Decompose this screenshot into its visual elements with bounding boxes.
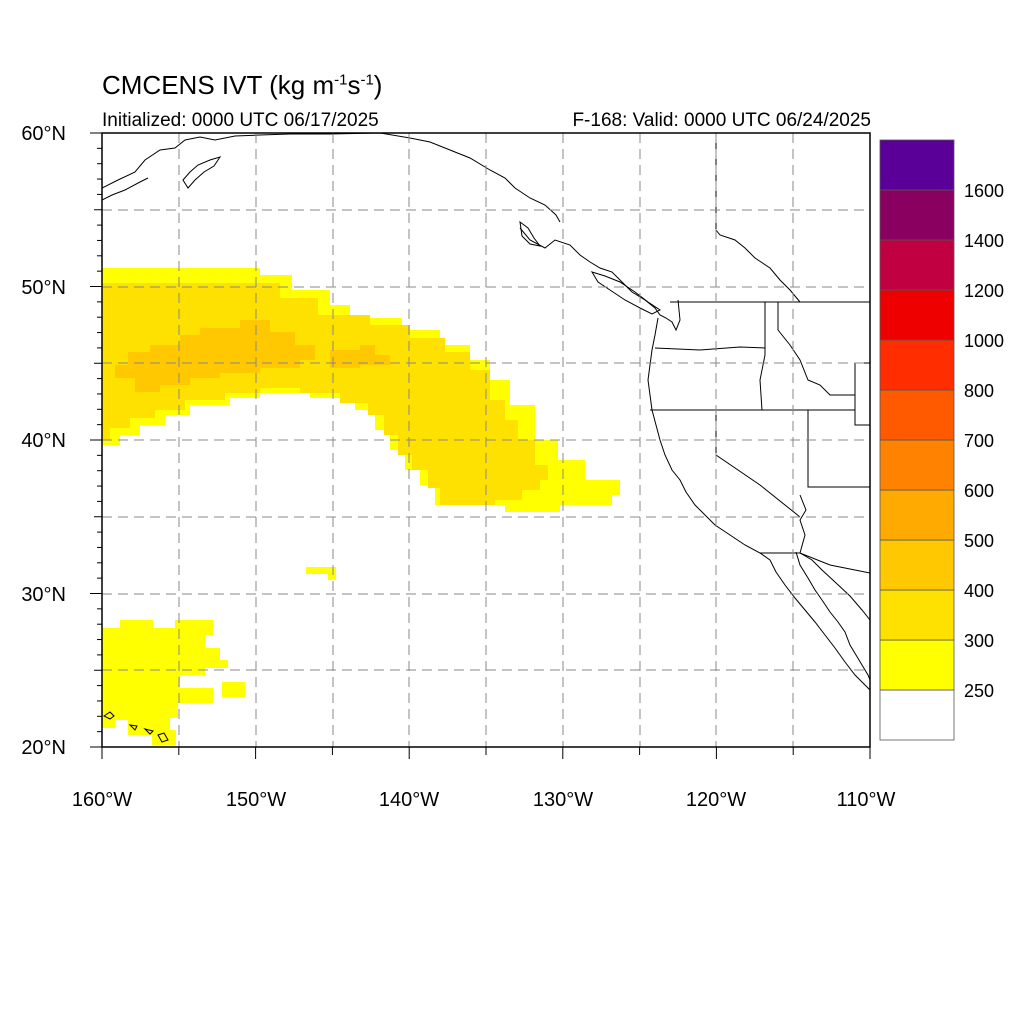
coastline-hawaii-2 — [128, 724, 138, 731]
ivt-250-hawaii — [102, 620, 228, 745]
coastline-mainland-mexico — [799, 552, 870, 621]
boundary-canada-alaska — [715, 133, 801, 303]
colorbar-label: 1600 — [964, 181, 1004, 201]
lon-label-120w: 120°W — [686, 789, 746, 811]
valid-time-label: F-168: Valid: 0000 UTC 06/24/2025 — [572, 110, 871, 131]
lon-labels: 160°W 150°W 140°W 130°W 120°W 110°W — [72, 789, 896, 811]
coastlines — [102, 133, 870, 743]
lon-label-150w: 150°W — [226, 789, 286, 811]
lon-label-110w: 110°W — [837, 789, 896, 811]
graticule — [102, 133, 870, 747]
boundary-us-mexico — [760, 552, 870, 574]
ivt-400-patch — [330, 345, 390, 368]
colorbar-label: 500 — [964, 531, 994, 551]
ivt-shading — [102, 268, 620, 745]
lat-label-30: 30°N — [21, 584, 66, 606]
map-ticks — [90, 132, 871, 759]
lat-label-20: 20°N — [21, 737, 66, 759]
boundary-mt-wy — [854, 362, 870, 426]
colorbar-label: 600 — [964, 481, 994, 501]
colorbar-box — [879, 489, 955, 541]
coastline-vancouver-island — [590, 271, 661, 315]
colorbar-label: 1200 — [964, 281, 1004, 301]
colorbar: 250 300 400 500 600 700 800 1000 1200 1400 1600 — [879, 139, 1004, 741]
colorbar-label: 1000 — [964, 331, 1004, 351]
colorbar-box — [879, 189, 955, 241]
coastline-alaska-pen — [102, 177, 149, 201]
boundary-az-ca — [799, 494, 807, 554]
colorbar-label: 1400 — [964, 231, 1004, 251]
colorbar-box — [879, 539, 955, 591]
initialized-label: Initialized: 0000 UTC 06/17/2025 — [102, 110, 379, 131]
colorbar-box — [879, 289, 955, 341]
coastline-hawaii-1 — [103, 711, 115, 720]
colorbar-box — [879, 439, 955, 491]
lon-label-130w: 130°W — [533, 789, 593, 811]
boundary-wa-or — [654, 346, 766, 351]
coastline-hawaii-3 — [143, 728, 154, 735]
lat-labels: 60°N 50°N 40°N 30°N 20°N — [21, 123, 66, 759]
colorbar-box — [879, 689, 955, 741]
coastline-kodiak — [182, 156, 222, 189]
coastline-us-west — [647, 317, 870, 691]
colorbar-box — [879, 589, 955, 641]
colorbar-label: 700 — [964, 431, 994, 451]
chart-title: CMCENS IVT (kg m-1s-1) — [102, 70, 383, 100]
colorbar-label: 400 — [964, 581, 994, 601]
political-boundaries — [650, 133, 870, 574]
ivt-250-blob — [306, 567, 336, 580]
lon-label-160w: 160°W — [72, 789, 132, 811]
boundary-id-mt — [777, 302, 855, 396]
colorbar-label: 300 — [964, 631, 994, 651]
colorbar-box — [879, 339, 955, 391]
ivt-400-core — [115, 320, 315, 392]
colorbar-box — [879, 639, 955, 691]
lat-label-40: 40°N — [21, 430, 66, 452]
colorbar-box — [879, 239, 955, 291]
coastline-alaska — [102, 133, 561, 223]
coastline-hawaii-big — [157, 732, 169, 743]
ivt-250-hawaii-patch — [222, 682, 245, 697]
colorbar-box — [879, 389, 955, 441]
lon-label-140w: 140°W — [379, 789, 439, 811]
coastline-haida — [519, 220, 542, 247]
lat-label-50: 50°N — [21, 277, 66, 299]
lat-label-60: 60°N — [21, 123, 66, 145]
boundary-nv-ut — [807, 410, 870, 488]
boundary-ca-nv — [715, 410, 801, 518]
colorbar-label: 800 — [964, 381, 994, 401]
colorbar-box — [879, 139, 955, 191]
coastline-bc — [519, 227, 681, 332]
coastline-baja — [795, 551, 870, 681]
colorbar-label: 250 — [964, 681, 994, 701]
